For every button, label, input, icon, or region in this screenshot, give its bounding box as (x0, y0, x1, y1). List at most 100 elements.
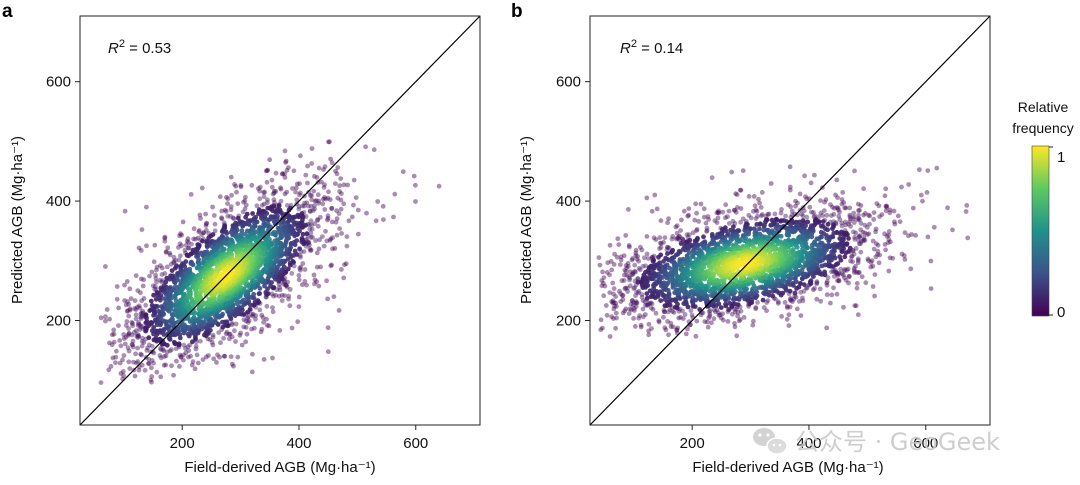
data-point-b (793, 198, 798, 204)
data-point-b (676, 308, 682, 314)
data-point-a (245, 314, 251, 319)
data-point-a (129, 320, 135, 325)
data-point-a (169, 347, 174, 352)
data-point-a (167, 252, 173, 258)
data-point-a (373, 218, 379, 224)
data-point-a (183, 242, 189, 248)
data-point-b (787, 184, 793, 190)
data-point-b (805, 219, 811, 225)
data-point-b (630, 298, 635, 304)
data-point-a (154, 264, 160, 270)
data-point-a (126, 348, 132, 354)
data-point-b (757, 221, 763, 227)
data-point-a (150, 283, 156, 289)
data-point-b (829, 249, 834, 255)
data-point-a (328, 156, 333, 162)
data-point-a (261, 319, 266, 325)
data-point-b (814, 279, 820, 284)
data-point-b (664, 262, 670, 268)
data-point-b (906, 233, 911, 239)
data-point-b (857, 217, 862, 222)
data-point-a (262, 189, 267, 195)
data-point-b (794, 306, 800, 312)
data-point-b (839, 271, 845, 276)
data-point-a (249, 312, 255, 317)
data-point-b (651, 253, 657, 259)
data-point-b (849, 253, 855, 259)
data-point-b (851, 214, 857, 220)
data-point-b (750, 322, 756, 328)
data-point-b (598, 327, 604, 333)
data-point-a (300, 231, 306, 237)
data-point-b (751, 208, 756, 214)
data-point-b (734, 306, 739, 312)
data-point-b (862, 222, 868, 228)
data-point-a (283, 283, 289, 288)
data-point-b (892, 219, 897, 225)
data-point-b (846, 236, 851, 241)
data-point-b (644, 302, 650, 308)
data-point-a (260, 315, 266, 321)
data-point-b (604, 312, 610, 318)
data-point-a (162, 354, 167, 359)
data-point-b (619, 278, 625, 284)
data-point-a (158, 347, 164, 352)
data-point-b (823, 197, 829, 203)
data-point-b (908, 266, 914, 272)
data-point-b (626, 207, 631, 212)
data-point-a (325, 349, 331, 355)
data-point-a (135, 288, 141, 293)
data-point-a (413, 182, 418, 188)
data-point-a (328, 263, 334, 269)
data-point-a (235, 354, 241, 360)
data-point-b (644, 295, 650, 301)
data-point-a (339, 231, 344, 236)
data-point-b (629, 272, 635, 277)
data-point-b (764, 300, 770, 305)
data-point-b (654, 206, 660, 212)
data-point-b (658, 218, 664, 224)
data-point-a (279, 298, 285, 303)
data-point-a (167, 250, 173, 256)
data-point-b (836, 271, 841, 277)
data-point-a (138, 290, 143, 296)
data-point-b (633, 299, 639, 305)
data-point-b (812, 213, 818, 219)
data-point-b (663, 327, 669, 333)
data-point-a (139, 298, 145, 304)
data-point-b (775, 241, 781, 247)
data-point-b (647, 301, 653, 306)
data-point-b (738, 308, 744, 314)
data-point-a (253, 313, 259, 318)
data-point-a (319, 179, 324, 185)
data-point-b (899, 184, 904, 190)
data-point-a (229, 322, 235, 328)
data-point-a (157, 353, 163, 358)
data-point-b (656, 319, 662, 325)
data-point-a (162, 296, 168, 301)
data-point-a (130, 344, 136, 350)
data-point-b (704, 225, 710, 231)
data-point-b (811, 210, 816, 215)
data-point-a (316, 246, 322, 252)
data-point-b (711, 316, 717, 322)
data-point-b (682, 312, 688, 317)
data-point-b (633, 293, 638, 299)
data-point-b (735, 205, 740, 210)
data-point-b (871, 210, 877, 216)
data-point-a (151, 292, 157, 298)
data-point-a (117, 360, 123, 366)
data-point-a (136, 334, 142, 339)
data-point-a (337, 183, 343, 189)
data-point-b (887, 255, 893, 261)
data-point-a (299, 236, 305, 241)
data-point-a (160, 347, 166, 352)
data-point-a (188, 291, 193, 297)
data-point-a (197, 212, 203, 218)
data-point-b (633, 250, 639, 256)
data-point-a (181, 357, 186, 363)
data-point-a (343, 261, 349, 267)
data-point-b (680, 308, 685, 314)
data-point-b (787, 288, 793, 294)
data-point-a (158, 355, 164, 361)
